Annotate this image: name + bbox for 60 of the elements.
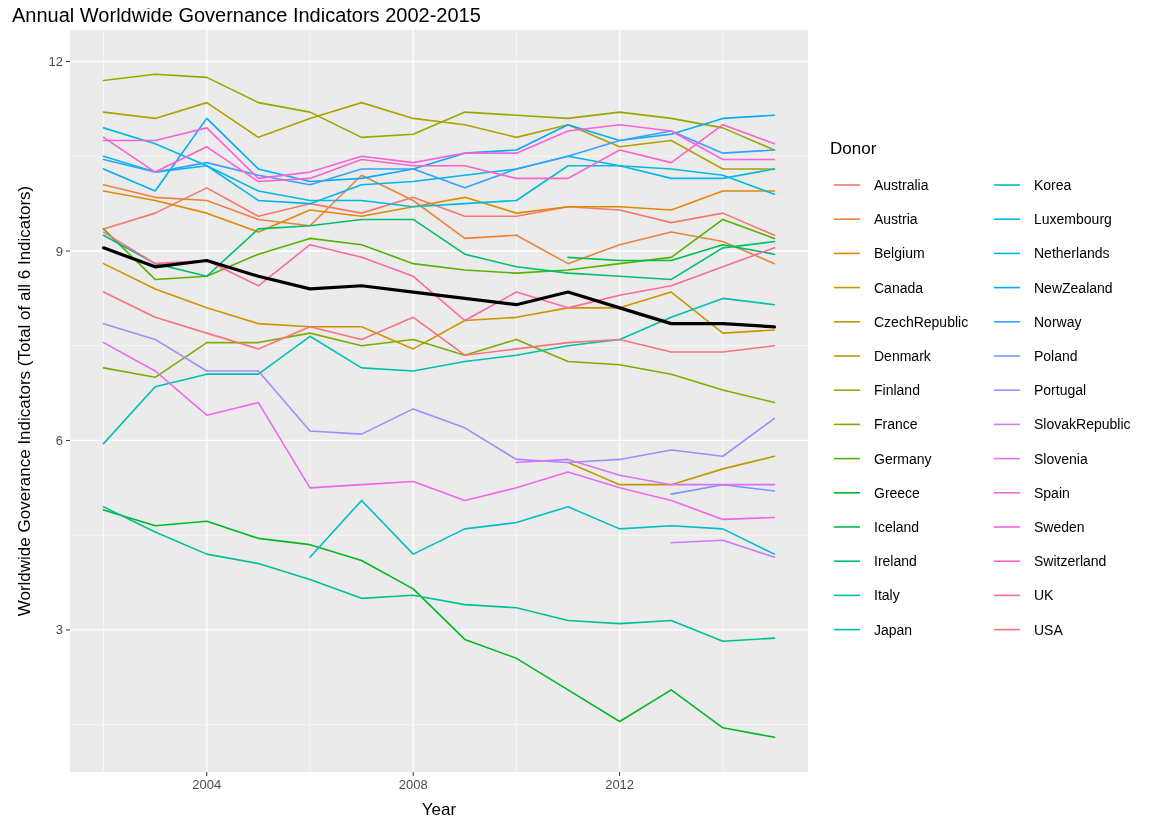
line-series — [102, 155, 776, 205]
legend-label: Canada — [874, 279, 924, 296]
line-series — [102, 127, 776, 208]
legend-label: Japan — [874, 621, 913, 638]
line-series — [102, 73, 776, 151]
legend-label: Greece — [874, 484, 921, 501]
legend-label: Iceland — [874, 519, 920, 535]
line-series — [515, 458, 776, 486]
legend-label: Slovenia — [1034, 450, 1088, 467]
legend-label: SlovakRepublic — [1034, 416, 1131, 433]
y-tick-label: 9 — [55, 243, 63, 259]
legend-label: Spain — [1034, 484, 1070, 501]
line-series — [102, 130, 776, 189]
line-series — [102, 114, 776, 192]
line-series — [102, 231, 776, 322]
line-series — [567, 243, 776, 262]
line-series — [102, 297, 776, 445]
legend-label: France — [874, 416, 918, 433]
x-tick-label: 2004 — [192, 777, 222, 792]
line-series — [102, 291, 776, 357]
legend-label: Luxembourg — [1034, 211, 1112, 228]
y-tick-label: 6 — [55, 432, 63, 448]
legend-label: Denmark — [874, 348, 932, 364]
line-series — [102, 174, 776, 265]
legend-label: Poland — [1034, 348, 1078, 364]
legend-label: Ireland — [874, 553, 917, 570]
chart-title: Annual Worldwide Governance Indicators 2002-2015 — [12, 4, 481, 26]
line-series — [102, 218, 776, 281]
y-tick-label: 12 — [48, 54, 63, 70]
legend-label: Portugal — [1034, 382, 1087, 399]
line-series — [102, 262, 776, 350]
legend-label: Finland — [874, 382, 920, 399]
legend-label: Belgium — [874, 245, 925, 262]
legend-label: Korea — [1034, 177, 1072, 193]
legend-label: Germany — [874, 450, 932, 467]
y-tick-label: 3 — [55, 622, 63, 638]
line-series — [102, 322, 776, 464]
legend-label: Norway — [1034, 313, 1082, 330]
line-series — [567, 455, 776, 486]
line-series — [102, 332, 776, 404]
legend-label: Sweden — [1034, 519, 1085, 535]
legend-label: Australia — [874, 177, 929, 193]
legend-label: UK — [1034, 587, 1055, 604]
line-series — [102, 509, 776, 739]
line-series — [102, 341, 776, 521]
legend-label: CzechRepublic — [874, 313, 969, 330]
y-axis-title: Worldwide Goverance Indicators (Total of all 6 Indicators) — [14, 185, 34, 617]
line-series — [102, 505, 776, 643]
line-series — [309, 499, 776, 559]
legend-title: Donor — [830, 139, 877, 158]
legend-label: Netherlands — [1034, 245, 1110, 262]
legend-label: USA — [1034, 621, 1064, 638]
legend-label: Austria — [874, 211, 918, 228]
x-tick-label: 2012 — [605, 777, 635, 792]
x-axis-title: Year — [421, 800, 457, 819]
legend-label: NewZealand — [1034, 279, 1113, 296]
legend-label: Italy — [874, 587, 900, 604]
line-series — [101, 246, 777, 329]
x-tick-label: 2008 — [398, 777, 428, 792]
legend-label: Switzerland — [1034, 553, 1107, 570]
